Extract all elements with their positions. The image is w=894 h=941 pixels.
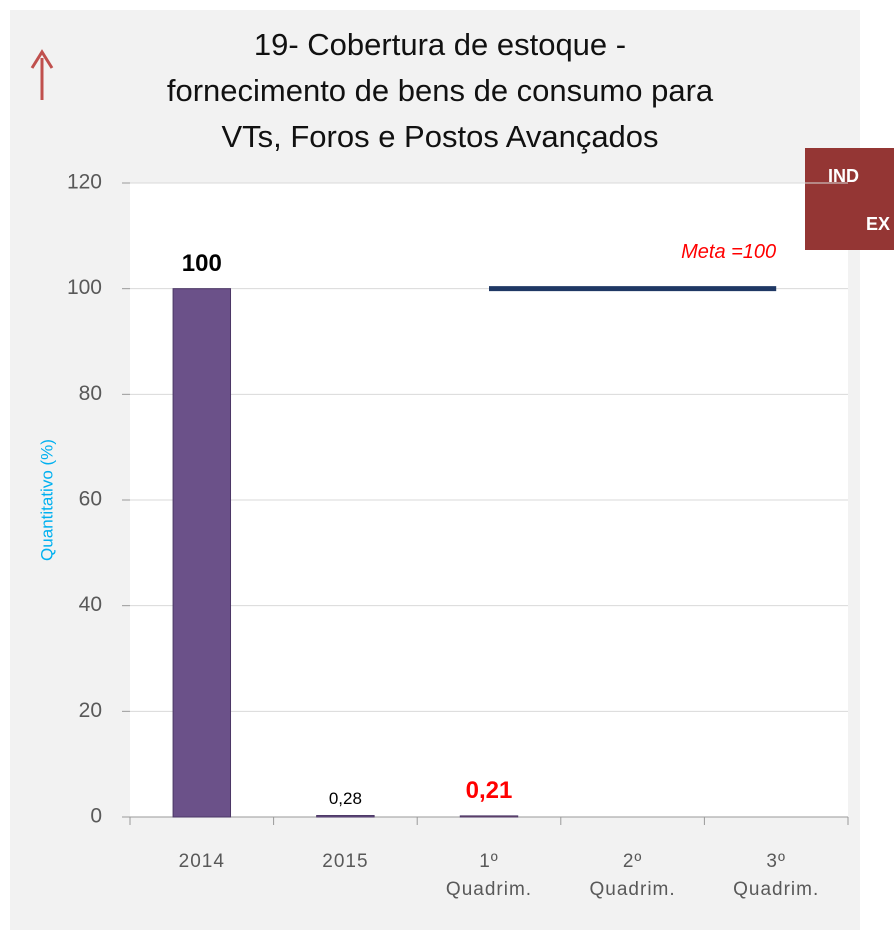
y-tick-label: 60 xyxy=(79,488,102,511)
target-label: Meta =100 xyxy=(681,241,776,263)
value-label: 0,21 xyxy=(466,777,513,804)
x-tick-label: 2015 xyxy=(322,851,369,872)
y-tick-label: 80 xyxy=(79,382,102,405)
bar xyxy=(172,288,232,818)
bar xyxy=(316,815,375,818)
bar xyxy=(459,815,519,818)
y-tick-label: 0 xyxy=(90,805,102,828)
chart-title: 19- Cobertura de estoque - fornecimento … xyxy=(166,27,714,154)
badge-text: EX xyxy=(866,214,891,234)
value-label: 100 xyxy=(182,250,222,277)
value-label: 0,28 xyxy=(329,789,362,808)
y-axis-label: Quantitativo (%) xyxy=(37,439,56,561)
badge-text: IND xyxy=(828,166,859,186)
y-tick-label: 120 xyxy=(67,171,102,194)
y-tick-label: 100 xyxy=(67,276,102,299)
x-tick-label: 2º Quadrim. xyxy=(589,851,676,900)
y-tick-label: 40 xyxy=(79,593,102,616)
badge-box xyxy=(805,148,894,250)
up-arrow xyxy=(30,49,54,100)
y-tick-label: 20 xyxy=(79,699,102,722)
x-tick-label: 1º Quadrim. xyxy=(445,851,533,900)
x-tick-label: 2014 xyxy=(178,851,225,872)
x-tick-label: 3º Quadrim. xyxy=(733,851,820,900)
